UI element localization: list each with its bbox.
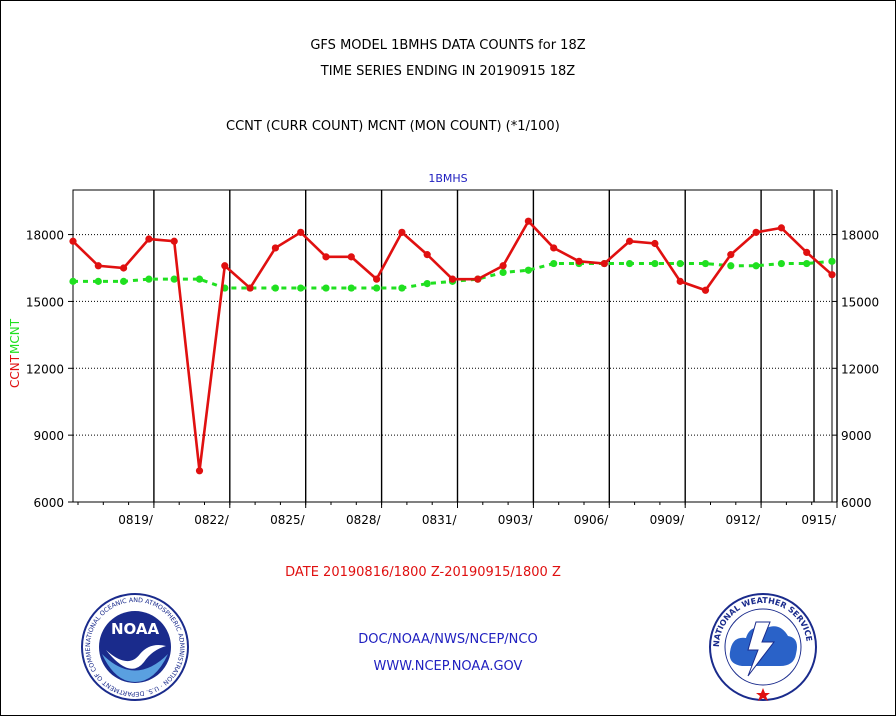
mcnt-point (271, 284, 279, 292)
y-tick-label-right: 9000 (841, 429, 872, 443)
ccnt-point (195, 467, 204, 475)
ccnt-point (347, 253, 355, 261)
chart-subtitle: CCNT (CURR COUNT) MCNT (MON COUNT) (*1/1… (226, 119, 560, 134)
y-tick-labels: 6000 6000 9000 9000 12000 12000 15000 15000 1800… (26, 229, 879, 510)
ccnt-point (271, 244, 279, 252)
mcnt-point (347, 284, 355, 292)
ccnt-point (246, 284, 254, 292)
y-tick-label-left: 15000 (26, 295, 64, 309)
ccnt-point (828, 271, 836, 279)
date-range-label: DATE 20190816/1800 Z-20190915/1800 Z (285, 565, 561, 580)
y-tick-label-right: 15000 (841, 295, 879, 309)
noaa-logo-text: NOAA (111, 620, 160, 638)
mcnt-point (777, 259, 786, 268)
y-tick-label-right: 12000 (841, 362, 879, 376)
x-tick-label: 0912/ (726, 513, 762, 527)
y-tick-label-left: 9000 (33, 429, 64, 443)
mcnt-point (701, 259, 710, 268)
chart-title-line1: GFS MODEL 1BMHS DATA COUNTS for 18Z (310, 38, 586, 53)
ccnt-line (72, 219, 833, 471)
y-tick-label-right: 6000 (841, 496, 872, 510)
mcnt-point (373, 284, 381, 292)
ccnt-point (524, 217, 533, 225)
x-tick-label: 0819/ (118, 513, 154, 527)
mcnt-point (195, 275, 204, 283)
y-tick-label-left: 6000 (33, 496, 64, 510)
mcnt-point (550, 259, 558, 268)
website-label: WWW.NCEP.NOAA.GOV (373, 659, 523, 674)
x-tick-label: 0909/ (650, 513, 686, 527)
mcnt-point (120, 277, 128, 285)
ccnt-point (145, 235, 153, 243)
x-tick-label: 0906/ (574, 513, 610, 527)
series-mcnt (69, 257, 836, 292)
mcnt-point (322, 284, 330, 292)
mcnt-point (398, 284, 406, 292)
ccnt-point (600, 259, 608, 268)
mcnt-point (727, 262, 735, 270)
mcnt-point (297, 284, 305, 292)
ccnt-point (423, 251, 431, 259)
mcnt-point (423, 280, 431, 288)
noaa-logo: NATIONAL OCEANIC AND ATMOSPHERIC ADMINIS… (80, 592, 189, 701)
series-ccnt (69, 217, 836, 475)
mcnt-point (626, 259, 634, 268)
ccnt-point (373, 275, 381, 283)
y-tick-label-right: 18000 (841, 229, 879, 243)
y-tick-label-left: 18000 (26, 229, 64, 243)
ccnt-point (752, 228, 760, 236)
ccnt-point (575, 257, 583, 265)
ccnt-point (803, 248, 811, 256)
ccnt-point (499, 262, 507, 270)
ccnt-point (120, 264, 128, 272)
mcnt-point (828, 257, 836, 265)
mcnt-point (676, 259, 684, 268)
mcnt-point (69, 277, 77, 285)
x-tick-labels: 0819/0822/0825/0828/0831/0903/0906/0909/… (118, 513, 837, 527)
org-label: DOC/NOAA/NWS/NCEP/NCO (358, 632, 538, 647)
y-axis-label-ccnt: CCNT (8, 354, 22, 388)
y-tick-label-left: 12000 (26, 362, 64, 376)
x-tick-label: 0822/ (194, 513, 230, 527)
ccnt-point (94, 262, 102, 270)
ccnt-point (777, 224, 786, 232)
mcnt-point (94, 277, 102, 285)
x-tick-label: 0903/ (498, 513, 534, 527)
mcnt-point (803, 259, 811, 268)
plot-axes (68, 189, 838, 508)
x-tick-label: 0915/ (801, 513, 837, 527)
mcnt-point (524, 266, 533, 274)
mcnt-point (170, 275, 178, 283)
ccnt-point (626, 237, 634, 245)
plot-title: 1BMHS (428, 172, 468, 185)
plot-frame (72, 189, 833, 503)
ccnt-point (398, 228, 406, 236)
grid-lines (73, 190, 838, 502)
ccnt-point (651, 239, 659, 248)
x-tick-label: 0828/ (346, 513, 382, 527)
mcnt-point (145, 275, 153, 283)
ccnt-point (701, 286, 710, 294)
mcnt-point (499, 268, 507, 277)
ccnt-point (69, 237, 77, 245)
x-tick-label: 0825/ (270, 513, 306, 527)
ccnt-point (550, 244, 558, 252)
ccnt-point (727, 251, 735, 259)
nws-logo: NATIONAL WEATHER SERVICE (709, 593, 817, 701)
chart-title-line2: TIME SERIES ENDING IN 20190915 18Z (320, 64, 576, 79)
ccnt-point (221, 262, 229, 270)
ccnt-point (170, 237, 178, 245)
y-axis-label-mcnt: MCNT (8, 318, 22, 354)
ccnt-point (474, 275, 482, 283)
ccnt-point (322, 253, 330, 261)
ccnt-point (448, 275, 457, 283)
mcnt-point (752, 262, 760, 270)
ccnt-point (297, 228, 305, 236)
ccnt-point (676, 277, 684, 285)
mcnt-point (651, 259, 659, 268)
x-tick-label: 0831/ (422, 513, 458, 527)
